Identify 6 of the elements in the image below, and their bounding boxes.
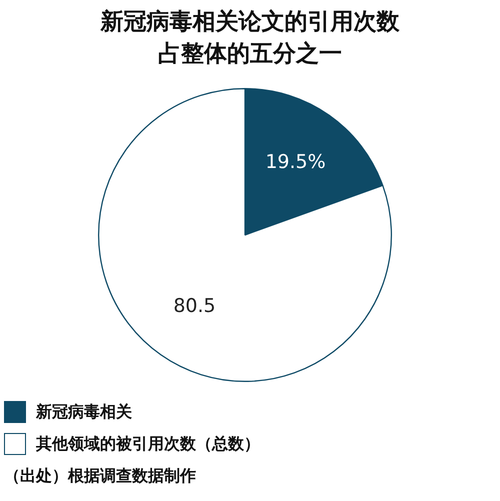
data-label: 80.5 — [173, 294, 216, 317]
data-label: 19.5% — [265, 151, 326, 174]
chart-title: 新冠病毒相关论文的引用次数占整体的五分之一 — [99, 8, 400, 69]
legend-label: 其他领域的被引用次数（总数） — [36, 434, 260, 454]
legend-label: 新冠病毒相关 — [36, 402, 132, 422]
text: （出处）根据调查数据制作 — [4, 466, 196, 487]
